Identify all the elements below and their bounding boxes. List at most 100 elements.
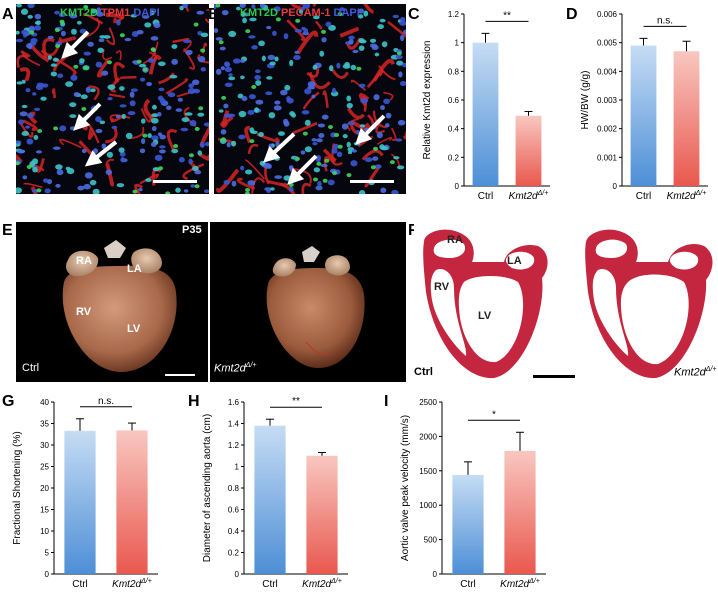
- panel-letter-b: B: [208, 6, 220, 24]
- bar-ctrl: [630, 45, 657, 187]
- genotype-ctrl-label-e: Ctrl: [22, 362, 40, 374]
- y-tick-label: 1.2: [448, 10, 460, 19]
- he-label-rv: RV: [434, 281, 450, 293]
- y-tick-label: 0.6: [228, 506, 240, 515]
- y-tick-label: 2000: [419, 432, 437, 441]
- stain-legend-b: KMT2D PECAM-1 DAPI: [240, 7, 360, 19]
- y-tick-label: 0.6: [448, 96, 460, 105]
- scale-bar: [350, 180, 394, 183]
- y-tick-label: 1.4: [228, 420, 240, 429]
- arrow-icon: [73, 102, 102, 131]
- arrow-icon: [263, 132, 296, 163]
- bar-chart-i: 0 500 1000 1500 2000 2500 Aortic valve peak ve…: [386, 392, 556, 602]
- arrow-icon: [287, 154, 318, 185]
- heart-label-rv: RV: [76, 306, 92, 318]
- stain-kmt2d-label: KMT2D: [60, 7, 98, 19]
- x-tick-label: Kmt2dΔ/+: [509, 190, 549, 202]
- y-axis-label: Fractional Shortening (%): [12, 431, 23, 544]
- bar-mutant: [673, 51, 700, 187]
- immunofluorescence-image-b: [214, 4, 406, 194]
- panel-letter-f: F: [408, 222, 418, 239]
- panel-letter-c: C: [408, 6, 420, 23]
- y-tick-label: 1500: [419, 467, 437, 476]
- bar-chart-d: 0 0.001 0.002 0.003 0.004 0.005 0.006 HW/BW (g/…: [566, 4, 716, 214]
- x-tick-label: Kmt2dΔ/+: [302, 578, 342, 590]
- y-tick-label: 20: [40, 484, 49, 493]
- stain-kmt2d-label: KMT2D: [240, 7, 278, 19]
- panel-letter-h: H: [188, 393, 200, 410]
- significance-label: **: [292, 396, 300, 407]
- bar-chart-c: 0 0.2 0.4 0.6 0.8 1 1.2 Relative Kmt2d expressi…: [408, 4, 558, 214]
- x-tick-label: Ctrl: [72, 579, 88, 590]
- y-tick-label: 0.003: [597, 96, 618, 105]
- y-tick-label: 1000: [419, 501, 437, 510]
- bar-mutant: [515, 115, 542, 186]
- y-tick-label: 35: [40, 420, 49, 429]
- y-tick-label: 0: [235, 570, 240, 579]
- significance-label: n.s.: [657, 15, 673, 26]
- whole-heart-photo-ctrl: [16, 222, 208, 382]
- y-tick-label: 0.4: [448, 125, 460, 134]
- bar-mutant: [116, 430, 148, 574]
- y-tick-label: 0: [433, 570, 438, 579]
- stain-legend-a: KMT2D TPM1 DAPI: [60, 7, 160, 19]
- x-tick-label: Kmt2dΔ/+: [500, 578, 540, 590]
- y-tick-label: 0.006: [597, 10, 618, 19]
- panel-letter-g: G: [2, 393, 15, 410]
- panel-letter-e: E: [2, 222, 13, 239]
- panel-letter-a: A: [2, 6, 14, 23]
- bar-ctrl: [64, 430, 96, 574]
- y-tick-label: 0.2: [448, 153, 460, 162]
- x-tick-label: Ctrl: [460, 579, 476, 590]
- y-tick-label: 0: [613, 182, 618, 191]
- bar-chart-g: 0 5 10 15 20 25 30 35 40 Fractional Shortening (%…: [8, 392, 168, 602]
- genotype-ctrl-label-f: Ctrl: [414, 366, 433, 378]
- scale-bar-f: [533, 375, 575, 378]
- stain-tpm1-label: TPM1: [100, 7, 131, 19]
- bar-ctrl: [452, 474, 484, 574]
- x-tick-label: Ctrl: [262, 579, 278, 590]
- y-tick-label: 0.005: [597, 39, 618, 48]
- he-label-ra: RA: [447, 234, 463, 246]
- y-tick-label: 0.8: [448, 67, 460, 76]
- arrow-icon: [61, 30, 90, 59]
- y-tick-label: 10: [40, 527, 49, 536]
- scale-bar-e: [165, 374, 195, 376]
- y-tick-label: 1: [455, 39, 460, 48]
- y-axis-label: Diameter of ascending aorta (cm): [202, 414, 213, 562]
- y-tick-label: 0.4: [228, 527, 240, 536]
- y-tick-label: 5: [45, 549, 50, 558]
- y-tick-label: 15: [40, 506, 49, 515]
- genotype-mutant-label-e: Kmt2dΔ/+: [214, 362, 257, 375]
- bar-mutant: [306, 455, 338, 574]
- genotype-mutant-label-f: Kmt2dΔ/+: [674, 366, 717, 379]
- y-tick-label: 0: [455, 182, 460, 191]
- y-axis-label: Relative Kmt2d expression: [422, 41, 433, 160]
- y-tick-label: 25: [40, 463, 49, 472]
- y-axis-label: Aortic valve peak velocity (mm/s): [400, 415, 411, 561]
- bar-mutant: [504, 450, 536, 574]
- bar-ctrl: [472, 42, 499, 186]
- he-section-images: [414, 222, 716, 382]
- bar-ctrl: [254, 425, 286, 574]
- bar-chart-h: 0 0.2 0.4 0.6 0.8 1 1.2 1.4 1.6 Diameter of ascen…: [192, 392, 362, 602]
- y-tick-label: 0.004: [597, 67, 618, 76]
- he-label-lv: LV: [478, 310, 492, 322]
- x-tick-label: Ctrl: [636, 191, 652, 202]
- y-axis-label: HW/BW (g/g): [580, 71, 591, 130]
- x-tick-label: Ctrl: [478, 191, 494, 202]
- scale-bar: [153, 180, 197, 183]
- arrow-icon: [355, 114, 386, 145]
- stain-pecam1-label: PECAM-1: [280, 7, 331, 19]
- arrow-icon: [84, 140, 118, 167]
- heart-label-la: LA: [127, 263, 142, 275]
- y-tick-label: 1.2: [228, 441, 240, 450]
- y-tick-label: 40: [40, 398, 49, 407]
- stain-dapi-label: DAPI: [133, 7, 160, 19]
- stain-dapi-label: DAPI: [333, 7, 360, 19]
- y-tick-label: 0: [45, 570, 50, 579]
- significance-label: n.s.: [98, 396, 114, 407]
- y-tick-label: 30: [40, 441, 49, 450]
- immunofluorescence-image-a: [16, 4, 209, 194]
